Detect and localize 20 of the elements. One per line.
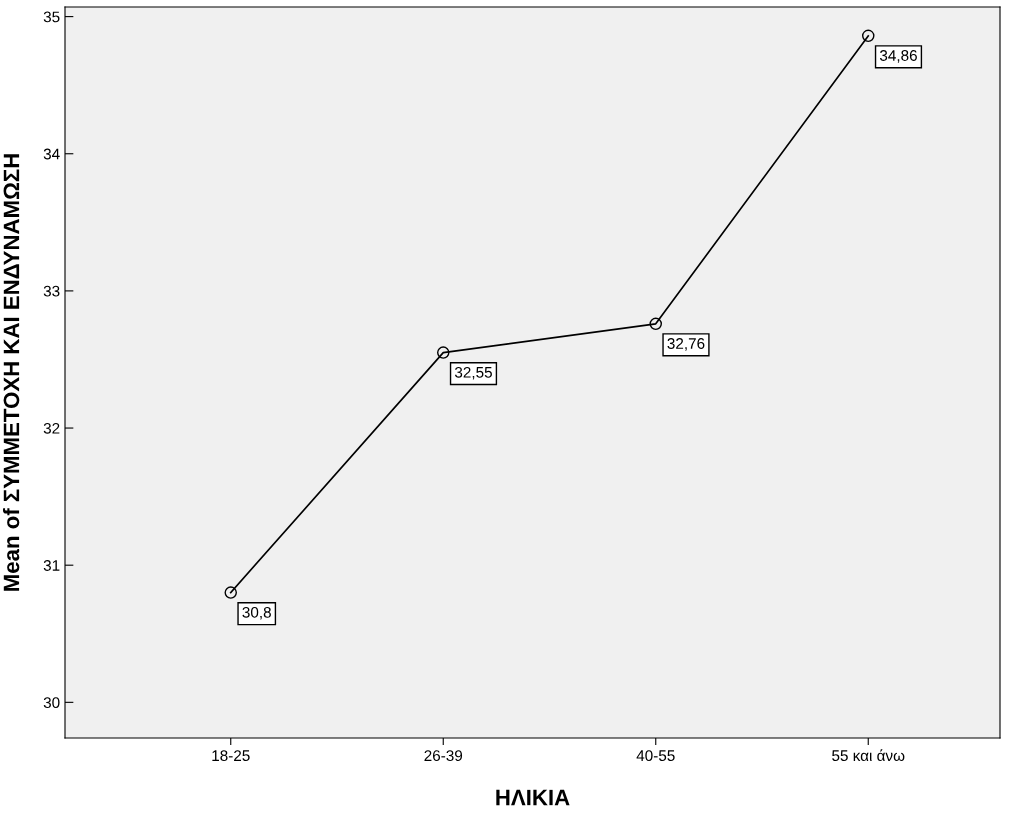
- y-tick-label: 33: [43, 285, 60, 297]
- y-tick-label: 30: [43, 697, 60, 709]
- point: [649, 317, 663, 331]
- point: [224, 586, 238, 599]
- x-tick-label: 55 και άνω: [832, 749, 905, 762]
- x-tick-label: 18-25: [212, 750, 250, 762]
- point: [436, 346, 450, 359]
- y-axis-title: Mean of ΣΥΜΜΕΤΟΧΗ ΚΑΙ ΕΝΔΥΝΑΜΩΣΗ: [2, 154, 20, 591]
- y-tick-label: 31: [43, 560, 60, 571]
- y-tick-label: 35: [43, 11, 60, 23]
- data-label: 30,8: [242, 606, 271, 620]
- y-tick-label: 34: [43, 148, 60, 160]
- x-tick-label: 40-55: [636, 750, 675, 762]
- data-label: 34,86: [879, 50, 917, 63]
- data-label: 32,76: [667, 338, 705, 351]
- y-tick-label: 32: [43, 422, 60, 434]
- point: [861, 29, 875, 43]
- data-label: 32,55: [454, 366, 492, 380]
- x-axis-title: ΗΛΙΚΙΑ: [496, 789, 570, 806]
- x-tick-label: 26-39: [424, 750, 463, 762]
